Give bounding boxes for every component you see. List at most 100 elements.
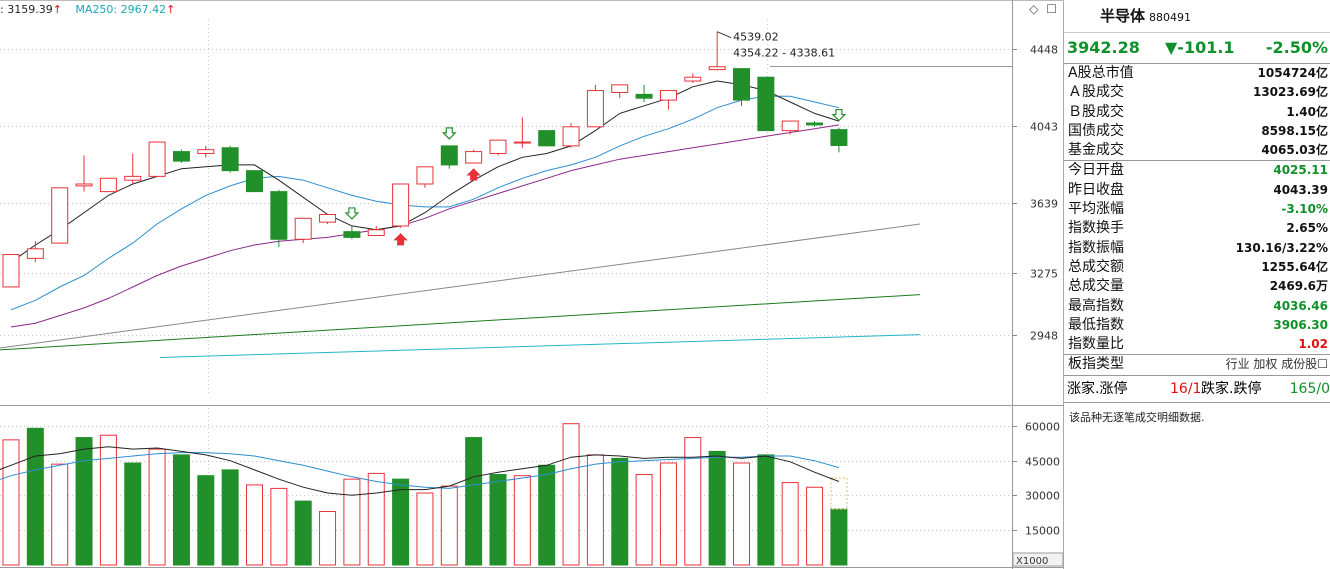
- stat-label: 指数换手: [1068, 220, 1124, 237]
- volume-bar: [757, 454, 775, 566]
- stat-value: 3906.30: [1273, 317, 1328, 332]
- volume-bar: [806, 486, 824, 566]
- stat-value: 8598.15亿: [1261, 123, 1328, 138]
- volume-bar: [75, 437, 93, 566]
- volume-tick-label: 60000: [1025, 421, 1060, 434]
- stat-label: 昨日收盘: [1068, 181, 1124, 198]
- unit-label-box: [1012, 552, 1064, 567]
- buy-signal-icon: [393, 233, 408, 246]
- candle-body: [489, 139, 507, 154]
- ma-mid-line: [10, 124, 839, 328]
- stat-label: 总成交额: [1068, 258, 1124, 275]
- candle-body: [172, 151, 190, 162]
- volume-bar: [586, 454, 604, 566]
- stat-value: 13023.69亿: [1252, 85, 1328, 100]
- stat-label: 国债成交: [1068, 122, 1124, 139]
- sell-signal-icon: [831, 108, 847, 122]
- index-code: 880491: [1149, 11, 1192, 24]
- volume-bar: [294, 500, 312, 566]
- ma-medium-line: [10, 95, 840, 311]
- stat-label: Ｂ股成交: [1068, 103, 1124, 120]
- stat-row: 平均涨幅 -3.10%: [1064, 200, 1330, 219]
- candle-body: [343, 231, 361, 238]
- volume-unit-label: X1000: [1016, 556, 1048, 567]
- volume-bar: [367, 472, 385, 566]
- candle-body: [148, 141, 166, 177]
- price-change-pct: -2.50%: [1265, 38, 1328, 57]
- volume-bar: [148, 448, 166, 566]
- stat-row: 指数振幅 130.16/3.22%: [1064, 239, 1330, 258]
- diamond-icon[interactable]: ◇: [1029, 2, 1039, 16]
- volume-bar: [781, 482, 799, 566]
- candle-body: [538, 130, 556, 147]
- stat-label: 平均涨幅: [1068, 201, 1124, 218]
- panel-title: 半导体 880491: [1064, 0, 1330, 33]
- candle-body: [197, 149, 215, 154]
- up-value: 16/1: [1170, 380, 1202, 397]
- stat-row: 昨日收盘 4043.39: [1064, 181, 1330, 200]
- volume-bar: [513, 475, 531, 566]
- candle-body: [294, 217, 312, 240]
- stat-value: 2.65%: [1286, 221, 1328, 236]
- stat-label: Ａ股成交: [1068, 84, 1124, 101]
- volume-bar: [830, 508, 848, 566]
- stat-value: 4065.03亿: [1261, 143, 1328, 158]
- chart-area[interactable]: 4448 4043 3639 3275 2948 4539.02 4354.22 - 433…: [0, 0, 1064, 569]
- volume-bar: [270, 487, 288, 566]
- current-price: 3942.28: [1067, 38, 1140, 57]
- board-type-value[interactable]: 行业 加权 成份股☐: [1225, 357, 1328, 372]
- candle-body: [465, 151, 483, 164]
- ma250-value: MA250: 2967.42: [75, 3, 167, 16]
- price-tick-label: 2948: [1030, 330, 1058, 343]
- ma-first-arrow-icon: ↑: [52, 3, 62, 16]
- volume-bar: [440, 485, 458, 566]
- volume-bar: [246, 484, 263, 566]
- stat-row: 基金成交 4065.03亿: [1064, 141, 1330, 160]
- board-type-row: 板指类型 行业 加权 成份股☐: [1064, 354, 1330, 374]
- volume-bar: [489, 474, 507, 566]
- candle-body: [416, 166, 434, 185]
- price-tick-label: 3275: [1030, 268, 1058, 281]
- ma250-arrow-icon: ↑: [166, 3, 176, 16]
- candle-body: [659, 90, 677, 101]
- stat-row: Ａ股成交 13023.69亿: [1064, 83, 1330, 102]
- volume-bar: [659, 462, 677, 566]
- candle-body: [221, 147, 239, 172]
- volume-bar: [99, 434, 117, 566]
- stat-row: 总成交量 2469.6万: [1064, 277, 1330, 296]
- down-value: 165/0: [1289, 380, 1330, 397]
- index-name: 半导体: [1100, 7, 1146, 25]
- candle-body: [708, 66, 726, 71]
- range-annotation-label: 4354.22 - 4338.61: [733, 47, 835, 60]
- window-icon[interactable]: ☐: [1046, 2, 1057, 16]
- chart-svg[interactable]: 4448 4043 3639 3275 2948 4539.02 4354.22 - 433…: [0, 0, 1064, 569]
- price-tick-label: 4448: [1030, 44, 1058, 57]
- volume-bar: [197, 475, 215, 566]
- candle-body: [270, 191, 288, 240]
- candle-body: [26, 248, 44, 259]
- volume-tick-label: 30000: [1025, 490, 1060, 503]
- candle-body: [611, 84, 629, 93]
- sell-signal-icon: [344, 207, 360, 220]
- candle-body: [830, 129, 848, 146]
- volume-bar: [538, 464, 556, 566]
- candle-body: [392, 183, 410, 227]
- up-label: 涨家.涨停: [1067, 380, 1128, 397]
- stat-label: 最低指数: [1068, 316, 1124, 333]
- volume-bar: [221, 469, 239, 566]
- stat-label: 基金成交: [1068, 142, 1124, 159]
- candle-body: [367, 229, 385, 236]
- candle-body: [586, 90, 604, 128]
- stat-row: A股总市值 1054724亿: [1064, 64, 1330, 83]
- panel-note: 该品种无逐笔成交明细数据.: [1069, 410, 1205, 424]
- ma-legend: : 3159.39↑ MA250: 2967.42↑: [0, 3, 175, 16]
- sell-signal-icon: [441, 127, 457, 140]
- stat-value: 1054724亿: [1257, 66, 1328, 80]
- stat-value: 1.02: [1298, 337, 1328, 352]
- candle-body: [562, 126, 580, 147]
- volume-bar: [2, 439, 20, 566]
- high-annotation-pointer: [716, 31, 732, 39]
- volume-bar: [733, 462, 750, 566]
- volume-bar: [465, 437, 483, 566]
- volume-tick-label: 45000: [1025, 456, 1060, 469]
